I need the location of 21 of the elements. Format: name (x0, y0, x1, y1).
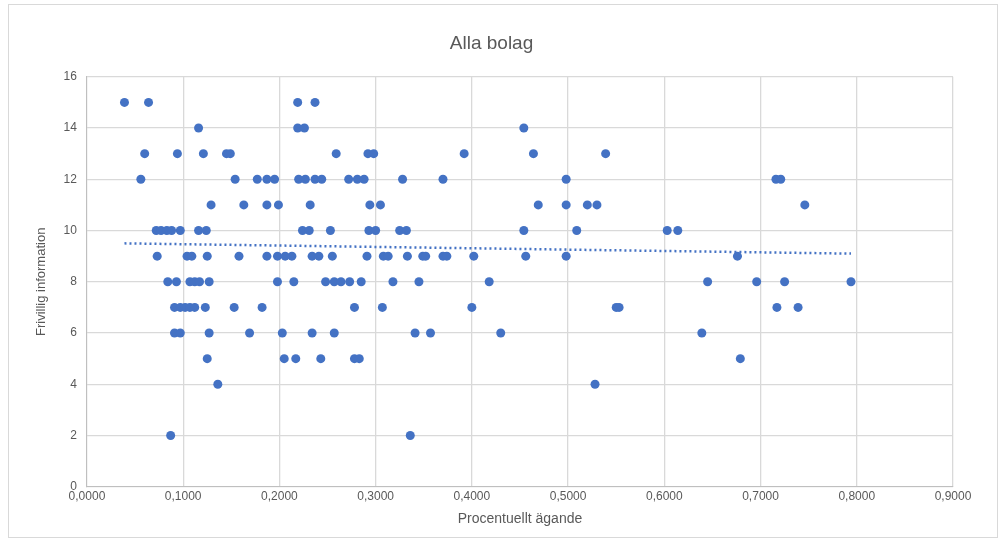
y-axis-title: Frivillig information (33, 227, 49, 336)
x-tick-label: 0,4000 (453, 489, 491, 504)
chart-title: Alla bolag (449, 31, 534, 53)
x-tick-label: 0,7000 (742, 489, 780, 504)
y-tick-label: 6 (70, 325, 78, 340)
y-tick-label: 2 (70, 427, 78, 442)
x-tick-label: 0,2000 (261, 489, 299, 504)
x-tick-label: 0,8000 (838, 489, 876, 504)
x-axis-title: Procentuellt ägande (457, 510, 583, 527)
y-tick-label: 14 (63, 120, 78, 135)
y-tick-label: 4 (70, 376, 78, 391)
x-tick-label: 0,6000 (645, 489, 683, 504)
x-tick-label: 0,5000 (549, 489, 587, 504)
y-tick-label: 16 (63, 69, 78, 84)
y-tick-label: 10 (63, 222, 78, 237)
x-tick-label: 0,9000 (934, 489, 972, 504)
x-tick-label: 0,0000 (68, 489, 106, 504)
y-tick-label: 8 (70, 274, 78, 289)
y-tick-label: 12 (63, 171, 78, 186)
x-tick-label: 0,1000 (164, 489, 202, 504)
x-tick-label: 0,3000 (357, 489, 395, 504)
